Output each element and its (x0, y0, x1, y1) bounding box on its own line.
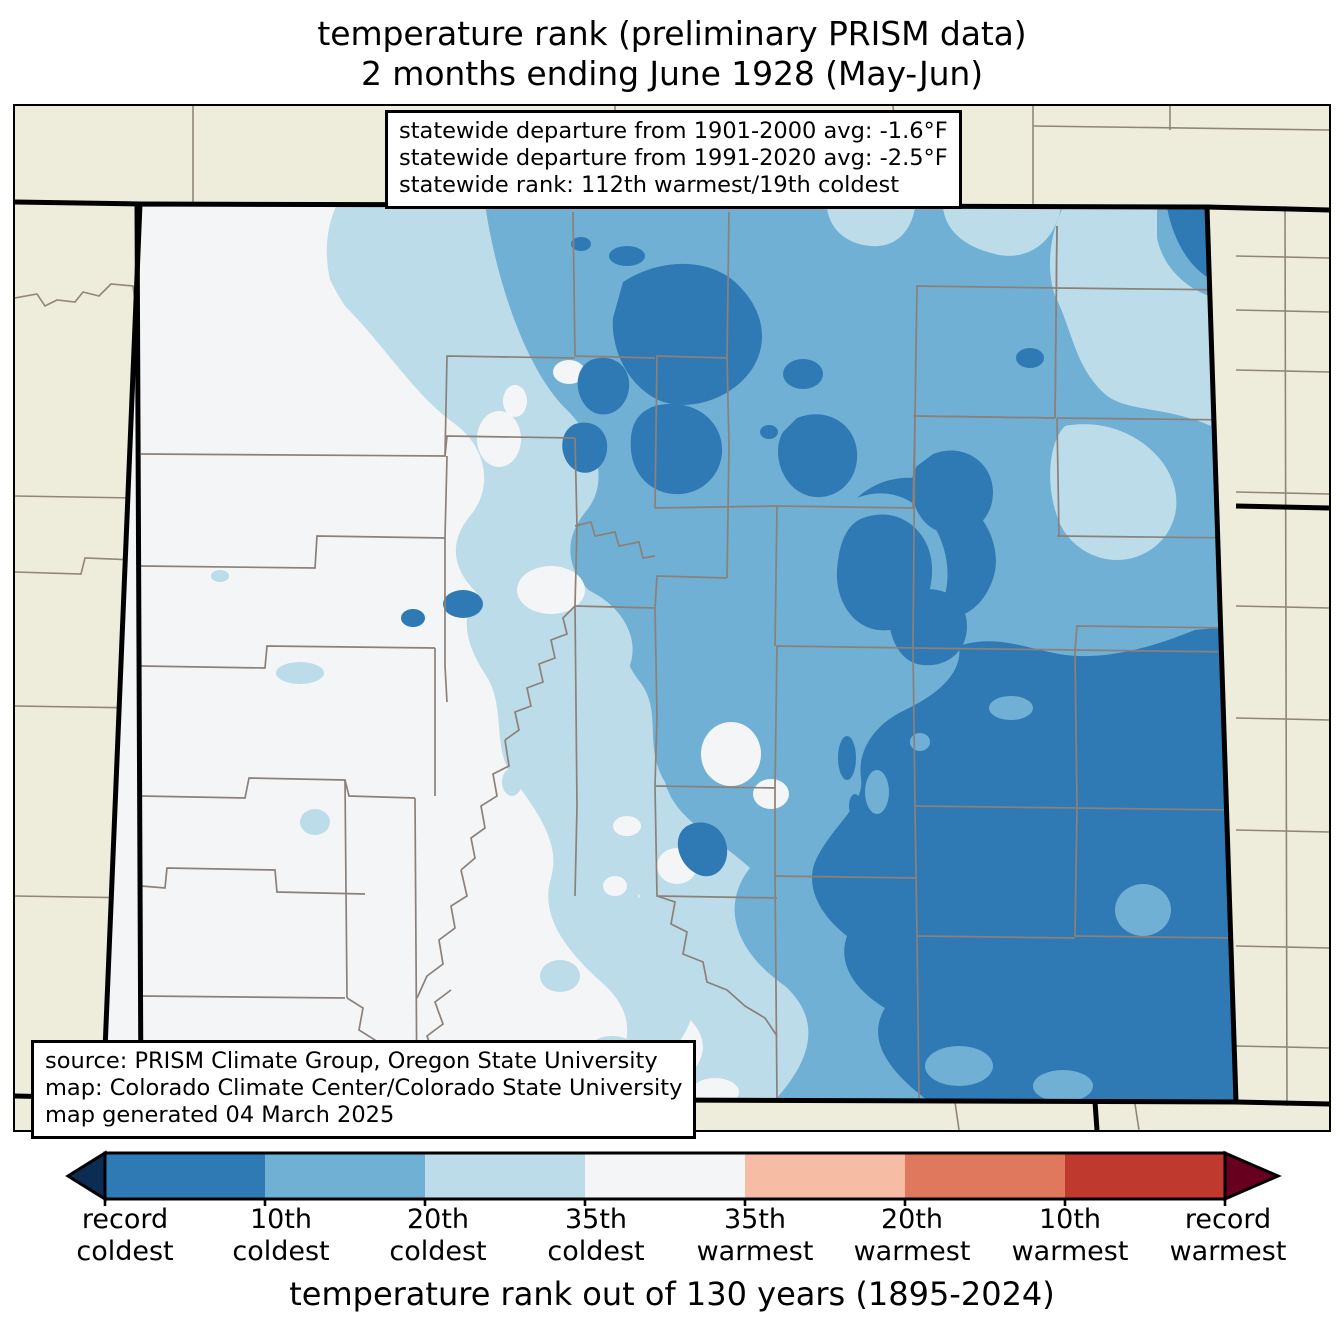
colorbar (0, 1146, 1344, 1206)
rank-north-streaks (345, 207, 1061, 269)
rank-center-fingers (677, 736, 1001, 877)
colorbar-band-4 (745, 1153, 905, 1199)
colorbar-label-10th-warmest: 10th warmest (1011, 1204, 1129, 1267)
stats-statewide-rank: statewide rank: 112th warmest/19th colde… (399, 172, 900, 198)
colorbar-label-20th-coldest: 20th coldest (389, 1204, 487, 1267)
colorbar-label-20th-warmest: 20th warmest (853, 1204, 971, 1267)
map-canvas[interactable] (13, 104, 1331, 1132)
rank-band-10th-coldest (562, 263, 996, 666)
source-line: source: PRISM Climate Group, Oregon Stat… (45, 1048, 658, 1074)
page-title: temperature rank (preliminary PRISM data… (0, 14, 1344, 94)
colorbar-label-35th-warmest: 35th warmest (696, 1204, 814, 1267)
colorbar-label-10th-coldest: 10th coldest (232, 1204, 330, 1267)
stats-departure-1991-2020: statewide departure from 1991-2020 avg: … (399, 145, 948, 171)
rank-small-dots (401, 237, 1044, 627)
page-title-line-2: 2 months ending June 1928 (May-Jun) (361, 54, 983, 93)
colorbar-outline (103, 1151, 1227, 1201)
colorado-county-lines (140, 211, 1236, 1102)
page-title-line-1: temperature rank (preliminary PRISM data… (317, 14, 1027, 53)
colorbar-tick-labels: record coldest 10th coldest 20th coldest… (0, 1204, 1344, 1270)
rank-neutral-west-intrusion (103, 204, 605, 1100)
statewide-stats-box: statewide departure from 1901-2000 avg: … (385, 110, 962, 209)
colorbar-band-1 (265, 1153, 425, 1199)
rank-band-35th-tongue-west (466, 575, 693, 1078)
map-credit-line: map: Colorado Climate Center/Colorado St… (45, 1075, 683, 1101)
colorbar-cap-record-coldest (65, 1150, 107, 1202)
stats-departure-1901-2000: statewide departure from 1901-2000 avg: … (399, 118, 948, 144)
source-credit-box: source: PRISM Climate Group, Oregon Stat… (31, 1040, 697, 1139)
map-generated-line: map generated 04 March 2025 (45, 1102, 395, 1128)
colorbar-label-record-coldest: record coldest (76, 1204, 174, 1267)
colorado-temperature-rank-map (15, 106, 1329, 1130)
colorbar-cap-record-warmest (1223, 1150, 1282, 1202)
rank-ne-deep (1167, 207, 1209, 278)
rank-east-inner-patches (865, 696, 1171, 1102)
colorbar-label-record-warmest: record warmest (1169, 1204, 1287, 1267)
colorbar-ticks (103, 1199, 1227, 1206)
temperature-rank-contours (103, 204, 1236, 1102)
colorbar-band-2 (425, 1153, 585, 1199)
colorbar-band-6 (1065, 1153, 1225, 1199)
colorbar-band-5 (905, 1153, 1065, 1199)
colorbar-svg (65, 1150, 1282, 1206)
colorbar-band-0 (105, 1153, 265, 1199)
colorbar-caption: temperature rank out of 130 years (1895-… (289, 1275, 1055, 1313)
rank-neutral-holes (477, 360, 789, 1102)
colorbar-band-3 (585, 1153, 745, 1199)
colorbar-label-35th-coldest: 35th coldest (547, 1204, 645, 1267)
rank-ne-corner-light2 (1050, 424, 1177, 560)
